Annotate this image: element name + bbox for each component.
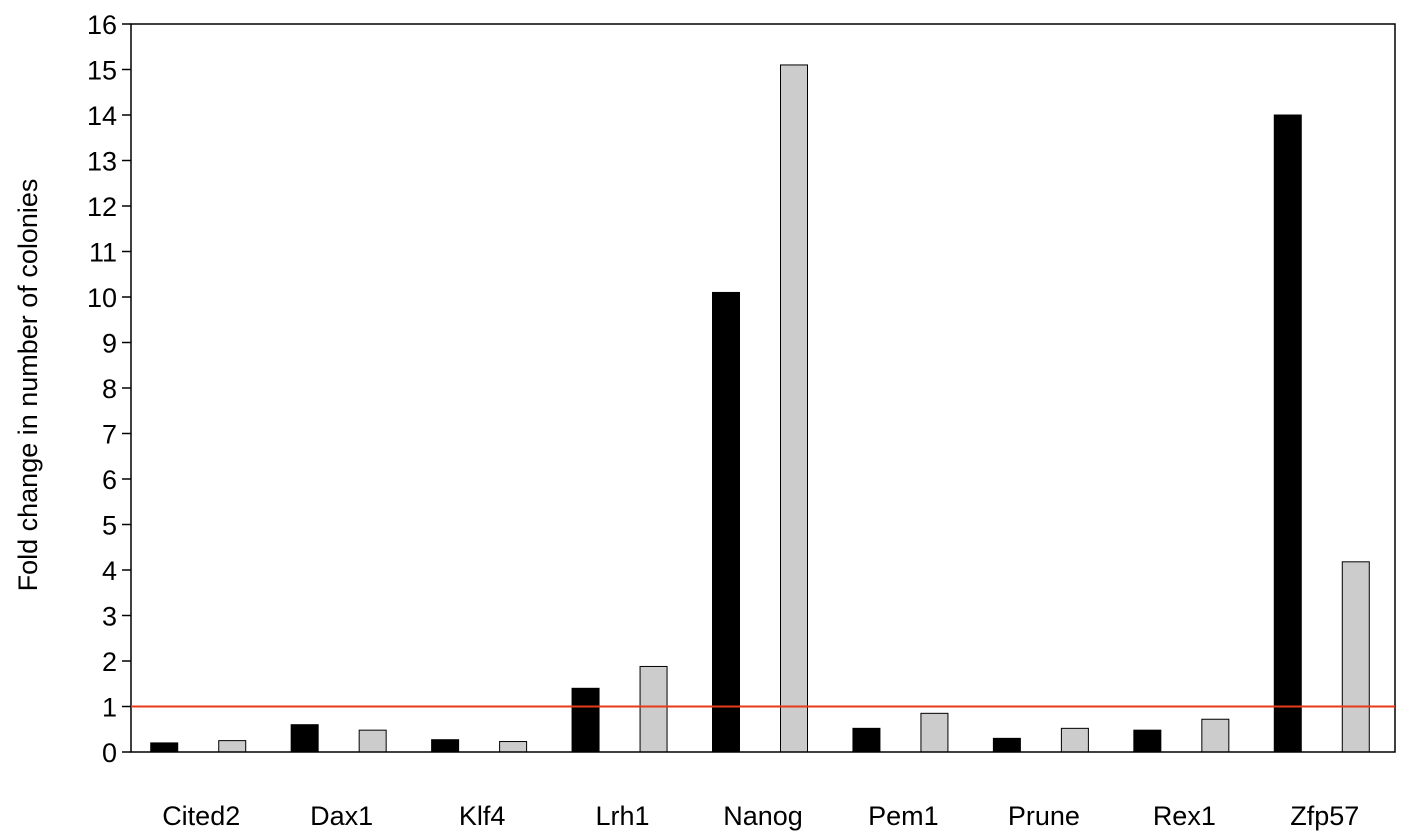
x-axis-category-labels: Cited2 Dax1 Klf4 Lrh1 Nanog Pem1 Prune Rex1 Zfp5… xyxy=(162,801,1359,831)
x-category-label-prune: Prune xyxy=(1008,801,1080,831)
y-tick-label: 11 xyxy=(89,238,117,268)
bar-zfp57-series-2 xyxy=(1341,561,1370,753)
bar-pem1-series-2 xyxy=(920,712,949,753)
bar-nanog-series-2 xyxy=(780,64,808,753)
bar-rex1-series-1 xyxy=(1133,729,1162,753)
bar-klf4-series-1 xyxy=(431,739,460,753)
bar-prune-series-2 xyxy=(1060,727,1089,753)
x-category-label-dax1: Dax1 xyxy=(310,801,373,831)
bar-lrh1-series-2 xyxy=(639,665,668,753)
y-tick-label: 2 xyxy=(102,647,117,677)
bar-lrh1-series-1 xyxy=(571,687,600,753)
y-tick-label: 0 xyxy=(102,738,117,768)
y-tick-label: 3 xyxy=(102,602,117,632)
bar-zfp57-series-1 xyxy=(1273,114,1302,753)
x-category-label-rex1: Rex1 xyxy=(1153,801,1216,831)
y-tick-label: 13 xyxy=(87,147,117,177)
x-category-label-zfp57: Zfp57 xyxy=(1290,801,1359,831)
x-category-label-klf4: Klf4 xyxy=(459,801,506,831)
bar-nanog-series-1 xyxy=(712,291,740,753)
y-tick-label: 8 xyxy=(102,374,117,404)
y-tick-label: 4 xyxy=(102,556,117,586)
x-category-label-lrh1: Lrh1 xyxy=(596,801,650,831)
y-tick-label: 12 xyxy=(87,192,117,222)
y-tick-label: 6 xyxy=(102,465,117,495)
bar-pem1-series-1 xyxy=(852,727,881,753)
y-tick-label: 1 xyxy=(102,693,117,723)
plot-area-frame xyxy=(130,23,1396,753)
y-tick-label: 10 xyxy=(87,283,117,313)
bar-dax1-series-2 xyxy=(358,729,387,753)
bar-cited2-series-1 xyxy=(150,742,179,753)
y-tick-label: 7 xyxy=(102,420,117,450)
y-axis-title: Fold change in number of colonies xyxy=(13,179,43,592)
y-tick-label: 15 xyxy=(87,56,117,86)
x-category-label-nanog: Nanog xyxy=(723,801,803,831)
bar-dax1-series-1 xyxy=(290,724,319,753)
y-tick-label: 5 xyxy=(102,511,117,541)
x-category-label-cited2: Cited2 xyxy=(162,801,240,831)
bar-prune-series-1 xyxy=(992,737,1021,753)
y-tick-label: 9 xyxy=(102,329,117,359)
bars xyxy=(150,64,1370,753)
x-category-label-pem1: Pem1 xyxy=(868,801,939,831)
bar-cited2-series-2 xyxy=(218,740,247,753)
y-tick-label: 14 xyxy=(87,101,117,131)
y-tick-label: 16 xyxy=(87,10,117,40)
bar-klf4-series-2 xyxy=(499,741,528,753)
bar-rex1-series-2 xyxy=(1201,718,1230,753)
